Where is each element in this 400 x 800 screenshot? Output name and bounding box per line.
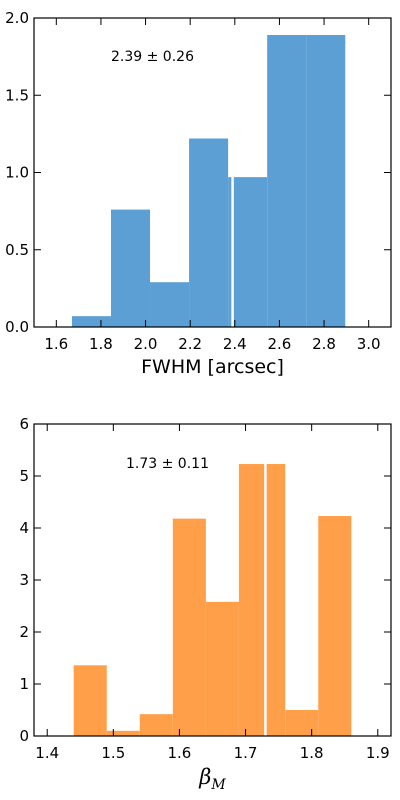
fwhm-xtick-label-2: 2.0	[134, 335, 158, 353]
fwhm-ytick-label-4: 2.0	[5, 9, 29, 27]
beta-bar-3	[172, 518, 206, 736]
fwhm-ytick-label-0: 0.0	[5, 318, 29, 336]
beta-xtick-label-3: 1.7	[234, 744, 258, 762]
fwhm-xtick-label-5: 2.6	[268, 335, 292, 353]
beta-bar-2	[139, 714, 173, 736]
beta-ytick-label-5: 5	[19, 467, 29, 485]
fwhm-bar-3	[189, 138, 229, 327]
fwhm-xtick-label-4: 2.4	[223, 335, 247, 353]
fwhm-ytick-label-1: 0.5	[5, 241, 29, 259]
beta-bar-0	[73, 665, 107, 736]
beta-annotation: 1.73 ± 0.11	[126, 456, 209, 472]
fwhm-bar-4	[228, 177, 268, 327]
fwhm-x-axis-label: FWHM [arcsec]	[141, 356, 284, 378]
beta-xtick-label-4: 1.8	[300, 744, 324, 762]
beta-bars	[73, 464, 352, 736]
fwhm-xtick-label-1: 1.8	[89, 335, 113, 353]
beta-ytick-label-6: 6	[19, 415, 29, 433]
beta-bar-8	[318, 516, 352, 736]
fwhm-bar-1	[110, 209, 151, 327]
beta-ytick-label-3: 3	[19, 571, 29, 589]
beta-bar-7	[285, 710, 319, 736]
fwhm-bars	[71, 34, 346, 328]
beta-bar-5	[238, 464, 266, 736]
fwhm-bar-6	[306, 34, 346, 328]
beta-bar-6	[265, 464, 286, 736]
fwhm-bar-0	[71, 316, 111, 327]
beta-ytick-label-1: 1	[19, 675, 29, 693]
fwhm-histogram-panel: 1.6 1.8 2.0 2.2 2.4 2.6 2.8 3.00.00.51.01.52.0 …	[5, 9, 392, 378]
beta-xtick-label-2: 1.6	[168, 744, 192, 762]
fwhm-xtick-label-0: 1.6	[44, 335, 68, 353]
beta-xtick-label-1: 1.5	[101, 744, 125, 762]
beta-x-axis-label: βM	[198, 765, 226, 793]
beta-ytick-label-0: 0	[19, 727, 29, 745]
beta-ticks: 1.4 1.5 1.6 1.7 1.8 1.9 0 1 2 3 4 5 6	[19, 415, 391, 762]
fwhm-bar-2	[150, 282, 190, 327]
fwhm-ytick-label-2: 1.0	[5, 164, 29, 182]
fwhm-bar-5	[267, 34, 307, 328]
beta-subscript: M	[210, 777, 226, 793]
fwhm-xtick-label-3: 2.2	[178, 335, 202, 353]
fwhm-ticks: 1.6 1.8 2.0 2.2 2.4 2.6 2.8 3.0 0.0 0.5 1.0 1.5 2.0	[5, 9, 391, 353]
beta-ytick-label-4: 4	[19, 519, 29, 537]
beta-xtick-label-0: 1.4	[35, 744, 59, 762]
beta-ytick-label-2: 2	[19, 623, 29, 641]
fwhm-ytick-label-3: 1.5	[5, 86, 29, 104]
beta-bar-1	[106, 730, 140, 736]
beta-symbol: β	[198, 765, 211, 789]
beta-xtick-label-5: 1.9	[366, 744, 390, 762]
fwhm-annotation: 2.39 ± 0.26	[111, 49, 194, 65]
fwhm-xtick-label-7: 3.0	[357, 335, 381, 353]
beta-histogram-panel: 1.4 1.5 1.6 1.7 1.8 1.9 0 1 2 3 4 5 6 1.73 ± 0.11 βM	[19, 415, 392, 793]
beta-bar-4	[205, 601, 239, 736]
fwhm-xtick-label-6: 2.8	[312, 335, 336, 353]
